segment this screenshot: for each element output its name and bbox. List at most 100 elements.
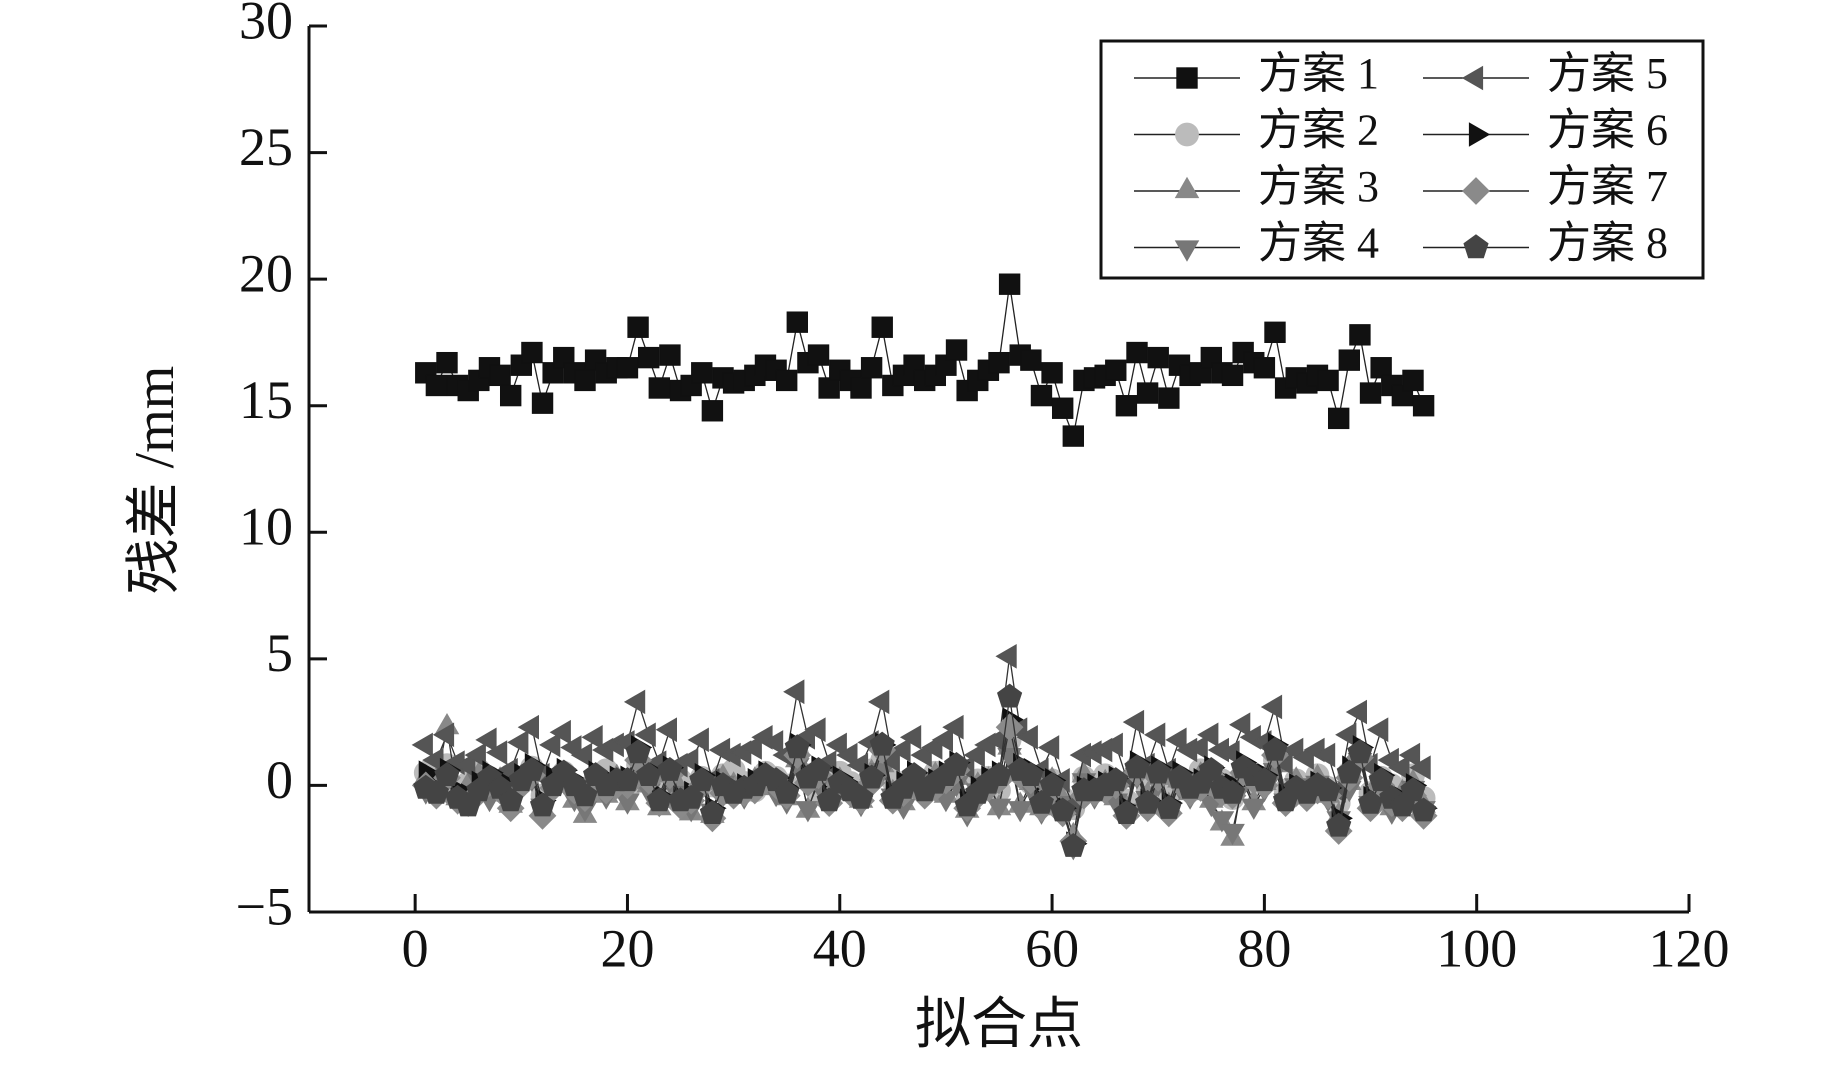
marker [1367, 717, 1389, 743]
x-tick-label: 120 [1649, 918, 1730, 978]
legend-marker [1174, 176, 1200, 199]
marker [850, 377, 872, 399]
marker [1402, 369, 1424, 392]
marker [475, 727, 497, 753]
marker [944, 751, 970, 776]
marker [1050, 797, 1076, 822]
marker [1147, 346, 1169, 369]
legend-marker [1462, 177, 1490, 205]
marker [687, 727, 709, 753]
marker [1037, 735, 1060, 760]
y-tick-label: 0 [266, 750, 293, 810]
marker [942, 714, 964, 740]
x-tick-label: 0 [402, 918, 429, 978]
marker [871, 316, 893, 338]
marker [1101, 732, 1123, 758]
x-tick-label: 60 [1025, 918, 1079, 978]
marker [425, 374, 448, 397]
marker [1198, 756, 1224, 781]
marker [1018, 762, 1044, 786]
legend-marker [1176, 67, 1198, 89]
marker [1115, 395, 1138, 417]
marker [570, 742, 593, 768]
marker [574, 369, 596, 392]
x-tick-label: 100 [1436, 918, 1517, 978]
y-tick-label: 5 [266, 623, 293, 683]
marker [1060, 832, 1086, 857]
x-axis-title: 拟合点 [915, 994, 1083, 1056]
marker [616, 357, 639, 379]
marker [1220, 779, 1246, 804]
legend-box [1099, 39, 1705, 280]
marker [1197, 722, 1219, 748]
marker [485, 740, 508, 765]
marker [689, 767, 715, 792]
marker [521, 341, 543, 364]
marker [411, 732, 433, 758]
marker [1336, 759, 1362, 784]
marker [423, 779, 449, 804]
marker [848, 784, 874, 809]
marker [1345, 699, 1367, 725]
marker [899, 725, 922, 750]
x-tick-label: 40 [813, 918, 867, 978]
marker [676, 747, 699, 773]
marker [1388, 755, 1410, 780]
marker [784, 734, 810, 759]
y-tick-label: 25 [239, 117, 293, 177]
marker [539, 732, 561, 758]
legend-marker [1461, 65, 1484, 91]
marker [655, 717, 677, 743]
marker [1186, 735, 1208, 760]
marker [775, 369, 798, 392]
marker [549, 719, 571, 745]
marker [806, 756, 832, 781]
marker [1143, 722, 1166, 748]
marker [963, 742, 985, 768]
marker [859, 764, 885, 789]
marker [678, 784, 704, 809]
marker [774, 779, 800, 804]
marker [995, 713, 1024, 742]
legend-marker [1175, 122, 1199, 147]
marker [434, 762, 460, 786]
marker [860, 357, 883, 379]
legend-marker [1174, 240, 1200, 262]
marker [1135, 789, 1161, 814]
marker [1253, 357, 1276, 379]
marker [1136, 382, 1159, 404]
legend-marker [1463, 234, 1489, 259]
marker [699, 800, 725, 824]
marker [531, 392, 554, 414]
marker [519, 756, 545, 781]
y-axis-title: 残差 /mm [124, 366, 186, 595]
marker [1165, 727, 1187, 753]
marker [489, 364, 511, 387]
legend-label: 方案 8 [1547, 219, 1668, 268]
marker [786, 311, 809, 333]
marker [1229, 712, 1251, 737]
marker [1317, 369, 1339, 392]
legend-label: 方案 3 [1258, 162, 1379, 211]
marker [1327, 407, 1350, 430]
marker [1412, 395, 1435, 417]
marker [517, 714, 539, 740]
marker [1262, 736, 1288, 761]
marker [1349, 324, 1371, 346]
legend-label: 方案 4 [1258, 219, 1379, 268]
legend-label: 方案 2 [1258, 106, 1379, 155]
marker [659, 344, 681, 366]
marker [1338, 349, 1361, 371]
marker [1368, 767, 1394, 792]
marker [623, 689, 646, 715]
marker [1409, 755, 1431, 780]
marker [807, 344, 830, 366]
marker [945, 339, 968, 361]
marker [1251, 767, 1277, 792]
legend-label: 方案 7 [1547, 162, 1668, 211]
marker [1326, 812, 1352, 837]
marker [1359, 382, 1382, 404]
marker [1028, 789, 1054, 814]
marker [436, 351, 458, 374]
marker [498, 787, 524, 812]
